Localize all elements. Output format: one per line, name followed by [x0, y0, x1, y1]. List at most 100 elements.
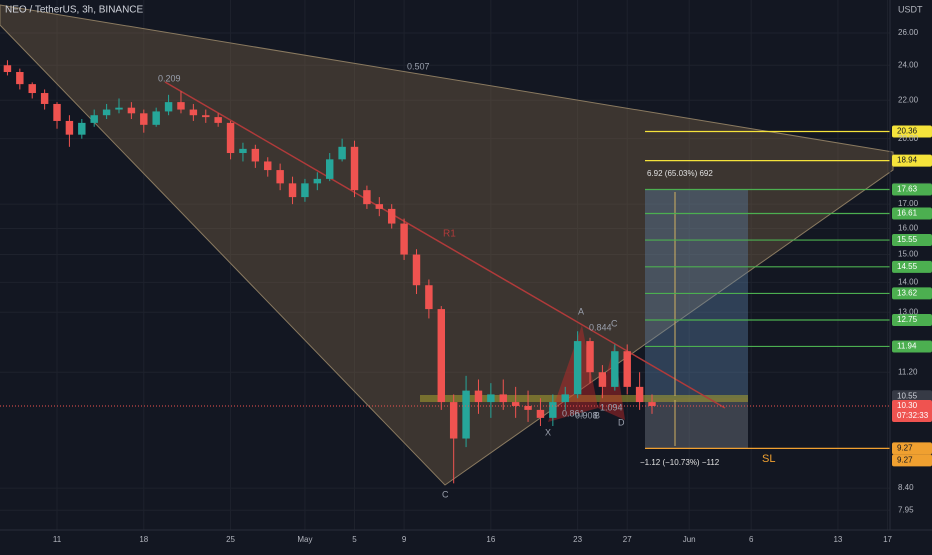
candle-body: [648, 402, 656, 406]
candle-body: [338, 146, 346, 160]
pattern-point: B: [594, 410, 600, 420]
ratio-label: 0.844: [589, 322, 612, 332]
loss-label: −1.12 (−10.73%) −112: [640, 458, 720, 467]
candle-body: [78, 122, 86, 135]
candle-body: [487, 394, 495, 403]
y-tick-label: 26.00: [898, 28, 919, 37]
price-tag: [892, 125, 932, 138]
price-tag: [892, 207, 932, 220]
pattern-point: A: [578, 306, 584, 316]
candle-body: [313, 178, 322, 184]
x-tick-label: 9: [402, 535, 407, 544]
y-tick-label: 16.00: [898, 224, 919, 233]
candle-body: [189, 109, 198, 116]
candle-body: [598, 372, 607, 387]
fan-triangle: [0, 4, 894, 486]
candle-body: [202, 115, 210, 118]
trend-label: R1: [443, 229, 456, 240]
y-tick-label: 7.95: [898, 505, 914, 514]
candle-body: [437, 309, 445, 403]
price-tag: [892, 314, 932, 327]
price-tag-label: 11.94: [897, 342, 917, 351]
x-tick-label: 17: [883, 535, 892, 544]
candle-body: [214, 117, 222, 123]
price-tag-label: 18.94: [897, 156, 918, 165]
candle-body: [53, 103, 61, 121]
price-tag: [892, 390, 932, 403]
candles: [3, 60, 656, 484]
price-tag: [892, 183, 932, 196]
x-tick-label: 23: [573, 535, 582, 544]
x-tick-label: 6: [749, 535, 754, 544]
candle-body: [16, 72, 24, 85]
candle-body: [524, 405, 532, 410]
candle-body: [140, 113, 148, 125]
candle-body: [177, 102, 185, 110]
x-tick-label: 27: [623, 535, 632, 544]
candle-body: [102, 109, 111, 116]
price-tag-label: 10.55: [897, 391, 918, 400]
price-tag-label: 9.27: [897, 444, 913, 453]
sl-label: SL: [762, 453, 775, 465]
y-tick-label: 20.00: [898, 134, 919, 143]
candle-body: [239, 148, 247, 154]
candle-body: [412, 254, 421, 286]
y-tick-label: 15.00: [898, 250, 919, 259]
price-tag: [892, 154, 932, 167]
ratio-label: 1.094: [600, 402, 623, 412]
candle-body: [611, 351, 619, 387]
price-tag-label: 15.55: [897, 235, 918, 244]
levels: 20.3618.9417.6617.6316.6115.5514.5513.62…: [0, 125, 932, 467]
candle-body: [586, 341, 594, 373]
price-tag: [892, 260, 932, 273]
y-tick-label: 14.00: [898, 277, 919, 286]
pattern-point: X: [545, 427, 551, 437]
candle-body: [350, 146, 359, 191]
candle-body: [3, 65, 12, 73]
x-tick-label: May: [297, 535, 312, 544]
x-tick-label: Jun: [683, 535, 696, 544]
candle-body: [164, 102, 173, 112]
x-tick-label: 11: [53, 535, 62, 544]
price-tag-label: 17.63: [897, 185, 918, 194]
candle-body: [549, 402, 557, 418]
pattern-point: C: [442, 489, 449, 499]
y-tick-label: 8.40: [898, 483, 914, 492]
price-tag-label: 12.75: [897, 315, 918, 324]
candle-body: [573, 341, 582, 395]
candle-body: [288, 183, 297, 198]
candle-body: [511, 402, 520, 406]
candle-body: [40, 93, 49, 104]
candle-body: [635, 386, 644, 403]
x-tick-label: 16: [486, 535, 495, 544]
candle-body: [226, 122, 235, 154]
candle-body: [425, 285, 433, 310]
price-tag-label: 10.30: [897, 401, 918, 410]
candle-body: [301, 183, 309, 198]
candle-body: [387, 208, 396, 224]
candle-body: [65, 120, 74, 135]
profit-label: 6.92 (65.03%) 692: [647, 169, 713, 178]
pattern-point: D: [618, 417, 625, 427]
x-tick-label: 18: [139, 535, 148, 544]
candle-body: [400, 223, 408, 255]
fib-label: 0.209: [158, 73, 181, 83]
price-tag-label: 14.55: [897, 262, 918, 271]
candle-body: [115, 107, 123, 110]
trendline: [164, 81, 726, 409]
y-tick-label: 17.00: [898, 199, 919, 208]
candle-body: [462, 390, 470, 439]
candle-body: [264, 161, 272, 171]
price-tag-label: 20.36: [897, 127, 918, 136]
candle-body: [28, 84, 36, 94]
candle-body: [152, 111, 160, 125]
y-tick-label: 22.00: [898, 95, 919, 104]
ratio-label: 0.861: [562, 408, 585, 418]
countdown: 07:32:33: [897, 411, 929, 420]
candle-body: [499, 394, 507, 403]
axis-unit: USDT: [898, 4, 923, 14]
fib-label: 0.507: [407, 61, 430, 71]
price-tag-label: 13.62: [897, 289, 918, 298]
